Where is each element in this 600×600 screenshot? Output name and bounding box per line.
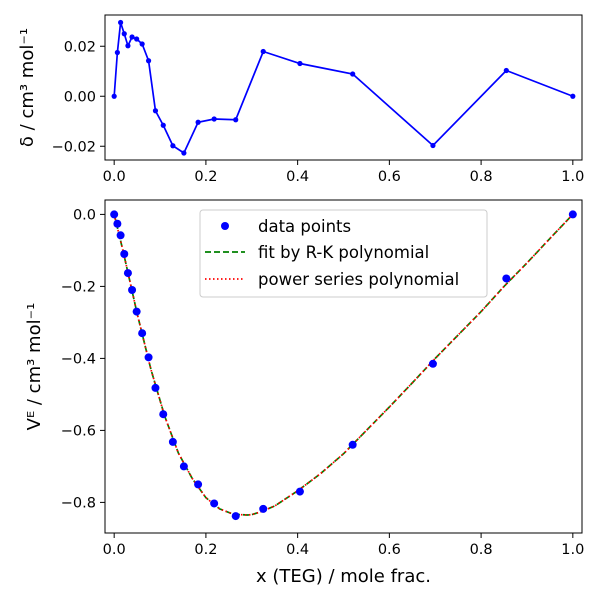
residual-point <box>170 143 176 149</box>
excess-volume-x-tick-label: 0.4 <box>286 542 309 558</box>
data-point <box>128 286 137 294</box>
residual-point <box>139 41 145 47</box>
excess-volume-x-tick-label: 0.6 <box>378 542 401 558</box>
data-point <box>113 219 122 228</box>
data-point <box>123 269 132 278</box>
data-point <box>116 231 125 240</box>
residual-x-tick-label: 0.2 <box>194 169 217 185</box>
excess-volume-x-tick-label: 0.8 <box>470 542 493 558</box>
data-point <box>151 383 160 392</box>
residual-y-axis-label: δ / cm³ mol⁻¹ <box>17 28 38 147</box>
residual-point <box>570 93 576 99</box>
residual-series-line <box>113 22 574 155</box>
excess-volume-x-tick-label: 0.0 <box>103 542 126 558</box>
residual-axes-frame <box>104 14 583 161</box>
residual-point <box>145 58 152 64</box>
residual-point <box>211 116 217 122</box>
residual-point <box>125 43 131 49</box>
residual-point <box>160 122 166 128</box>
residual-point <box>134 36 140 42</box>
data-point <box>110 210 119 219</box>
data-point <box>138 329 147 338</box>
data-point <box>502 274 511 283</box>
data-point <box>259 504 268 513</box>
residual-point <box>181 150 187 156</box>
residual-point <box>117 19 124 26</box>
data-point <box>568 210 577 219</box>
data-point <box>428 359 437 368</box>
data-point <box>144 353 153 362</box>
excess-volume-y-tick-label: −0.2 <box>61 279 96 295</box>
data-point <box>295 487 304 496</box>
residual-y-tick-label: −0.02 <box>52 139 96 155</box>
residual-point <box>129 34 135 40</box>
residual-y-tick-label: 0.00 <box>64 89 96 105</box>
residual-point <box>503 67 509 74</box>
data-point <box>210 499 219 508</box>
residual-point <box>152 108 159 114</box>
data-point <box>231 512 240 521</box>
data-point <box>120 250 129 258</box>
data-point <box>168 437 177 446</box>
excess-volume-axes-frame <box>104 199 583 534</box>
residual-point <box>297 60 303 67</box>
residual-point <box>430 142 436 149</box>
legend-label-rk-fit: fit by R-K polynomial <box>258 243 429 262</box>
residual-panel: 0.0 0.2 0.4 0.6 0.8 1.0 −0.02 0.00 0.02 δ / cm³… <box>17 14 584 185</box>
residual-point <box>111 93 117 99</box>
excess-volume-x-tick-label: 1.0 <box>561 542 584 558</box>
data-point <box>348 440 357 449</box>
excess-volume-y-tick-label: 0.0 <box>73 207 96 223</box>
data-point <box>159 410 168 419</box>
residual-x-tick-label: 0.0 <box>103 169 126 185</box>
excess-volume-y-tick-label: −0.8 <box>61 495 96 511</box>
legend-marker-data-points <box>221 222 229 230</box>
residual-point <box>114 49 120 56</box>
excess-volume-y-axis-label: Vᴱ / cm³ mol⁻¹ <box>24 303 45 431</box>
residual-x-tick-label: 1.0 <box>561 169 584 185</box>
excess-volume-panel: 0.0 0.2 0.4 0.6 0.8 1.0 0.0 −0.2 −0.4 −0.6 −0.8 x… <box>24 199 584 587</box>
x-axis-label: x (TEG) / mole frac. <box>256 566 431 587</box>
residual-x-tick-label: 0.8 <box>470 169 493 185</box>
legend-label-power-series: power series polynomial <box>258 270 459 289</box>
power-series-curve <box>113 213 574 516</box>
residual-point <box>233 117 239 123</box>
residual-point <box>350 71 356 77</box>
residual-x-tick-label: 0.6 <box>378 169 401 185</box>
residual-y-tick-label: 0.02 <box>64 39 96 55</box>
excess-volume-x-tick-label: 0.2 <box>194 542 217 558</box>
legend-label-data-points: data points <box>258 217 351 236</box>
residual-point <box>195 119 201 125</box>
excess-volume-y-tick-label: −0.6 <box>61 423 96 439</box>
excess-volume-y-tick-label: −0.4 <box>61 351 96 367</box>
residual-point <box>121 31 127 37</box>
legend: data points fit by R-K polynomial power … <box>199 209 488 298</box>
data-point <box>179 462 188 471</box>
residual-x-tick-label: 0.4 <box>286 169 309 185</box>
data-point <box>132 307 141 316</box>
residual-point <box>260 48 266 55</box>
legend-box <box>199 209 488 298</box>
data-point <box>194 480 203 489</box>
